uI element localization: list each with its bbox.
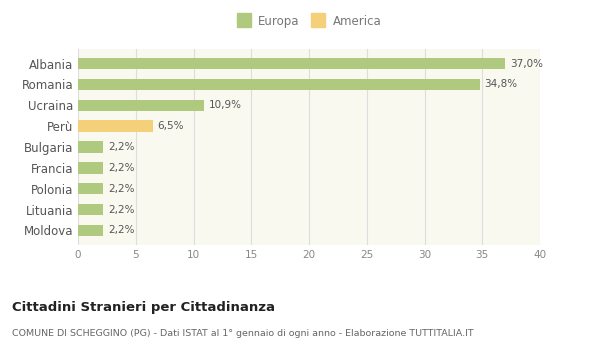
Bar bbox=[78, 183, 103, 194]
Text: 34,8%: 34,8% bbox=[485, 79, 518, 90]
Bar bbox=[78, 58, 505, 69]
Text: 6,5%: 6,5% bbox=[158, 121, 184, 131]
Text: 10,9%: 10,9% bbox=[209, 100, 242, 110]
Text: 2,2%: 2,2% bbox=[108, 163, 134, 173]
Bar bbox=[78, 204, 103, 215]
Bar bbox=[78, 162, 103, 174]
Bar bbox=[78, 79, 480, 90]
Text: 37,0%: 37,0% bbox=[510, 59, 543, 69]
Bar bbox=[78, 100, 204, 111]
Text: 2,2%: 2,2% bbox=[108, 142, 134, 152]
Text: Cittadini Stranieri per Cittadinanza: Cittadini Stranieri per Cittadinanza bbox=[12, 301, 275, 314]
Bar bbox=[78, 225, 103, 236]
Text: 2,2%: 2,2% bbox=[108, 184, 134, 194]
Text: 2,2%: 2,2% bbox=[108, 225, 134, 235]
Bar bbox=[78, 120, 153, 132]
Text: 2,2%: 2,2% bbox=[108, 204, 134, 215]
Bar bbox=[78, 141, 103, 153]
Legend: Europa, America: Europa, America bbox=[233, 12, 385, 32]
Text: COMUNE DI SCHEGGINO (PG) - Dati ISTAT al 1° gennaio di ogni anno - Elaborazione : COMUNE DI SCHEGGINO (PG) - Dati ISTAT al… bbox=[12, 329, 473, 338]
